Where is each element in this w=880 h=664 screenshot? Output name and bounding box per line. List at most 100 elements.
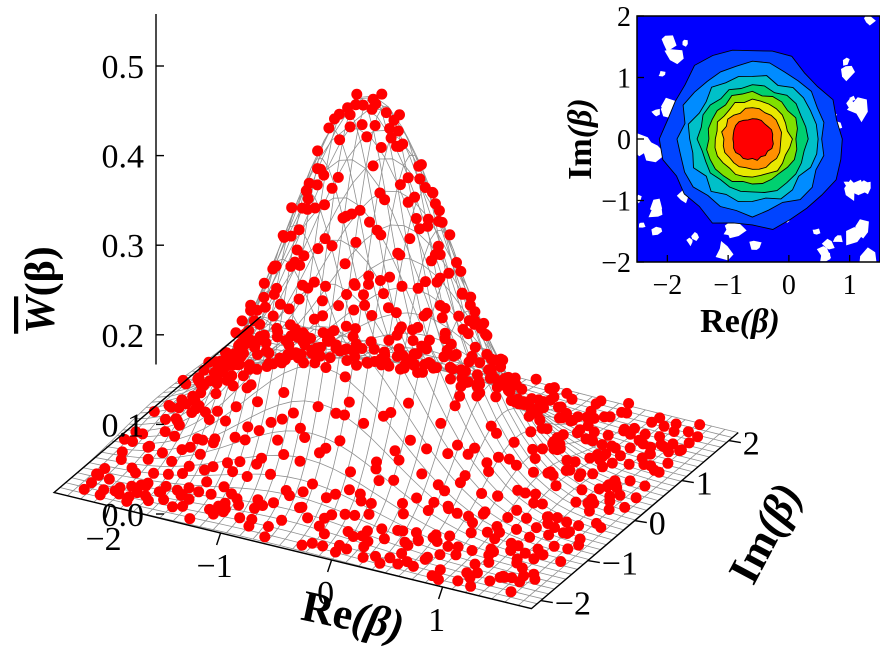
data-point — [658, 420, 670, 432]
y-tick-label: 0 — [649, 506, 666, 543]
data-point — [447, 363, 458, 375]
data-point — [430, 529, 442, 541]
data-point — [548, 382, 560, 394]
data-point — [326, 240, 338, 252]
data-point — [299, 432, 311, 443]
data-point — [305, 332, 317, 344]
data-point — [469, 558, 481, 570]
data-point — [510, 459, 522, 471]
data-point — [645, 460, 657, 472]
data-point — [350, 99, 362, 111]
data-point — [525, 426, 537, 438]
data-point — [570, 496, 582, 508]
data-point — [432, 479, 444, 491]
data-point — [692, 431, 704, 443]
data-point — [199, 464, 210, 476]
data-point — [505, 586, 517, 598]
data-point — [419, 553, 431, 565]
contour-noise-patch — [864, 15, 876, 26]
data-point — [523, 410, 535, 422]
data-point — [527, 443, 539, 455]
contour-level — [732, 118, 774, 161]
data-point — [354, 204, 366, 216]
data-point — [524, 531, 536, 543]
data-point — [442, 500, 454, 512]
data-point — [534, 414, 546, 426]
data-point — [308, 313, 320, 325]
data-point — [159, 426, 171, 438]
data-point — [425, 255, 437, 267]
y-tick-mark — [681, 479, 694, 484]
data-point — [461, 567, 473, 579]
data-point — [621, 407, 633, 419]
data-point — [428, 496, 440, 508]
data-point — [126, 480, 138, 492]
data-point — [609, 475, 621, 487]
data-point — [343, 396, 355, 408]
data-point — [309, 202, 321, 214]
data-point — [294, 502, 305, 514]
data-point — [414, 173, 426, 185]
data-point — [551, 512, 563, 524]
data-point — [263, 347, 275, 359]
data-point — [444, 229, 456, 241]
data-point — [456, 288, 468, 300]
data-point — [278, 387, 290, 398]
data-point — [485, 363, 497, 375]
data-point — [209, 433, 221, 445]
data-point — [227, 466, 239, 478]
data-point — [550, 480, 562, 492]
data-point — [667, 438, 679, 450]
data-point — [391, 329, 403, 341]
data-point — [397, 508, 409, 520]
contour-noise-patch — [832, 235, 843, 243]
data-point — [258, 277, 270, 289]
data-point — [606, 457, 618, 469]
data-point — [491, 521, 503, 532]
data-point — [397, 525, 409, 537]
data-point — [274, 298, 286, 310]
inset-y-title-main: Im — [562, 138, 599, 180]
data-point — [468, 318, 480, 330]
data-point — [582, 420, 594, 432]
data-point — [444, 530, 456, 542]
data-point — [471, 567, 483, 579]
data-point — [396, 548, 408, 559]
contour-noise-patch — [846, 97, 868, 123]
x-tick-label: −2 — [86, 521, 122, 558]
inset-x-tick-label: 1 — [843, 270, 857, 301]
data-point — [524, 402, 536, 414]
data-point — [463, 356, 475, 368]
data-point — [369, 120, 381, 131]
data-point — [465, 580, 477, 592]
data-point — [252, 396, 263, 408]
data-point — [221, 374, 233, 386]
data-point — [356, 530, 368, 542]
data-point — [198, 379, 210, 391]
z-tick-label: 0.0 — [102, 497, 145, 534]
data-point — [624, 442, 636, 454]
data-point — [284, 319, 296, 331]
data-point — [390, 307, 402, 319]
data-point — [432, 240, 444, 252]
data-point — [490, 391, 502, 403]
data-point — [140, 490, 152, 502]
data-point — [148, 467, 160, 479]
data-point — [283, 303, 295, 315]
data-point — [203, 356, 215, 368]
data-point — [537, 443, 548, 455]
data-point — [311, 179, 323, 191]
x-axis-title-suffix: (β) — [348, 592, 409, 651]
contour-noise-patch — [841, 65, 855, 82]
data-point — [380, 107, 392, 119]
z-axis-title-suffix: (β) — [18, 246, 64, 296]
data-point — [654, 431, 666, 443]
data-point — [438, 351, 450, 363]
data-point — [596, 439, 608, 451]
data-point — [256, 452, 267, 464]
x-tick-mark — [104, 505, 111, 519]
data-point — [483, 466, 495, 477]
data-point — [169, 430, 181, 442]
